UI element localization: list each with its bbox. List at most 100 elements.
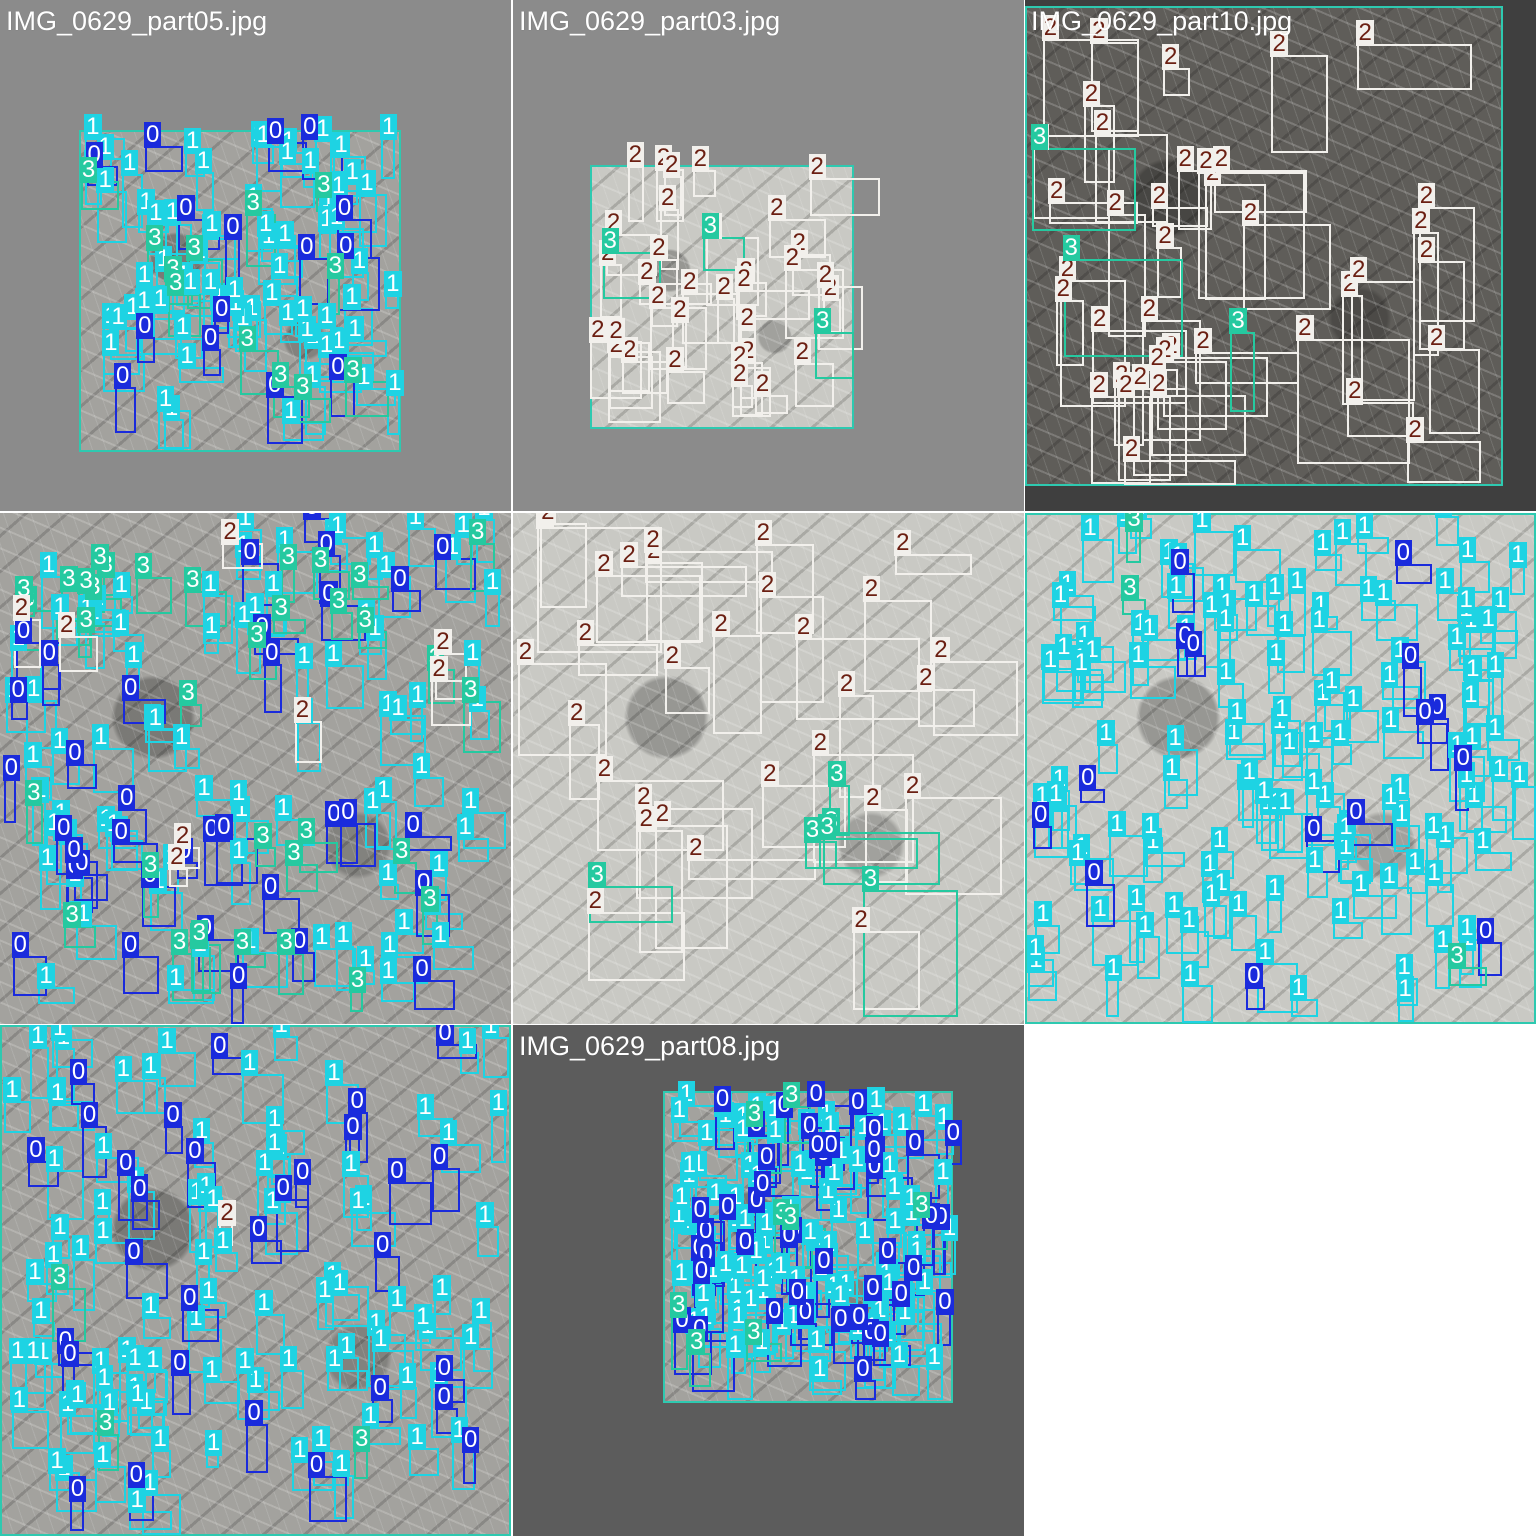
class-label: 1 — [313, 922, 331, 950]
class-label: 2 — [715, 272, 733, 300]
detection-box — [1332, 922, 1363, 940]
class-label: 1 — [125, 641, 143, 669]
class-label: 1 — [732, 1251, 751, 1279]
class-label: 1 — [1374, 578, 1392, 606]
class-label: 2 — [638, 257, 656, 285]
class-label: 1 — [48, 1447, 66, 1475]
class-label: 1 — [236, 513, 254, 532]
class-label: 2 — [1117, 371, 1135, 399]
class-label: 0 — [713, 1084, 732, 1112]
class-label: 1 — [1217, 658, 1235, 686]
class-label: 0 — [815, 1247, 833, 1275]
class-label: 1 — [95, 1363, 113, 1391]
detection-box — [636, 808, 754, 900]
class-label: 2 — [607, 317, 625, 345]
detection-box — [1049, 202, 1139, 225]
class-label: 1 — [201, 268, 220, 296]
class-label: 3 — [326, 252, 344, 280]
class-label: 1 — [156, 384, 175, 412]
class-label: 1 — [1267, 638, 1285, 666]
detection-box — [692, 1339, 735, 1393]
image-filename: IMG_0629_part08.jpg — [519, 1031, 781, 1061]
class-label: 2 — [811, 728, 830, 756]
class-label: 2 — [1356, 18, 1374, 46]
class-label: 1 — [1165, 890, 1183, 918]
detection-box — [517, 663, 607, 756]
class-label: 1 — [1202, 591, 1221, 619]
detection-box — [385, 294, 400, 309]
class-label: 0 — [186, 1137, 204, 1165]
class-label: 1 — [810, 1355, 829, 1383]
class-label: 1 — [1266, 873, 1284, 901]
class-label: 1 — [1448, 622, 1466, 650]
detection-box — [326, 1369, 369, 1391]
detection-box — [713, 634, 763, 734]
class-label: 0 — [117, 1149, 135, 1177]
class-label: 2 — [173, 822, 192, 850]
class-label: 1 — [282, 396, 300, 424]
detection-box — [60, 1415, 95, 1455]
class-label: 1 — [475, 513, 493, 521]
detection-box — [759, 595, 824, 703]
class-label: 3 — [356, 606, 374, 634]
detection-box — [1297, 339, 1410, 464]
detection-box — [159, 1051, 197, 1087]
class-label: 1 — [358, 168, 376, 196]
class-label: 1 — [1395, 952, 1413, 980]
class-label: 0 — [1394, 539, 1412, 567]
class-label: 1 — [94, 1441, 112, 1469]
class-label: 2 — [649, 282, 667, 310]
image-outline — [0, 1025, 511, 1536]
class-label: 0 — [121, 931, 140, 959]
detection-box — [823, 832, 940, 885]
class-label: 1 — [334, 921, 352, 949]
class-label: 1 — [229, 778, 248, 806]
class-label: 3 — [238, 324, 256, 352]
class-label: 1 — [412, 752, 431, 780]
class-label: 2 — [586, 886, 604, 914]
detection-box — [863, 599, 933, 693]
detection-box — [3, 779, 17, 824]
class-label: 3 — [813, 306, 832, 334]
class-label: 1 — [791, 1149, 809, 1177]
class-label: 1 — [377, 551, 395, 579]
detection-box — [393, 862, 418, 895]
class-label: 1 — [93, 1188, 112, 1216]
image-filename: IMG_0629_part10.jpg — [1031, 6, 1293, 36]
detection-box — [30, 1047, 49, 1099]
class-label: 3 — [96, 1408, 115, 1436]
class-label: 2 — [761, 759, 779, 787]
class-label: 3 — [277, 927, 295, 955]
class-label: 0 — [1184, 630, 1202, 658]
class-label: 1 — [246, 592, 264, 620]
class-label: 0 — [1031, 800, 1050, 828]
class-label: 2 — [671, 295, 689, 323]
detection-box — [1118, 396, 1172, 481]
class-label: 1 — [174, 312, 192, 340]
detection-box — [809, 1351, 846, 1391]
class-label: 2 — [666, 345, 684, 373]
detection-box — [135, 577, 173, 614]
class-label: 1 — [40, 550, 58, 578]
class-label: 1 — [1331, 719, 1349, 747]
class-label: 3 — [179, 679, 197, 707]
detection-box — [432, 945, 475, 970]
class-label: 0 — [692, 1256, 711, 1284]
detection-box — [577, 643, 659, 677]
class-label: 3 — [687, 1328, 706, 1356]
class-label: 0 — [290, 926, 309, 954]
class-label: 2 — [731, 360, 749, 388]
class-label: 1 — [68, 1381, 87, 1409]
class-label: 3 — [803, 815, 822, 843]
detection-box — [308, 1476, 347, 1523]
class-label: 0 — [1401, 642, 1420, 670]
class-label: 1 — [406, 513, 425, 531]
detection-box — [405, 835, 452, 851]
class-label: 1 — [141, 1291, 160, 1319]
detection-box — [1107, 213, 1146, 337]
class-label: 0 — [69, 1058, 88, 1086]
detection-box — [1332, 744, 1352, 766]
detection-box — [1381, 886, 1412, 936]
